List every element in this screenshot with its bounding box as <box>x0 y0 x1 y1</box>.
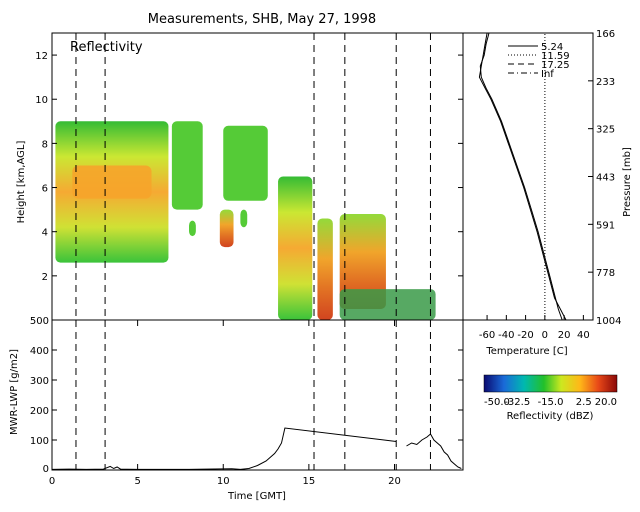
legend-label: 11.59 <box>541 51 570 62</box>
y-tick-label: 2 <box>42 272 48 283</box>
y-tick-label: 778 <box>596 268 615 279</box>
lwp-event-lines <box>75 320 431 470</box>
y-tick-label: 4 <box>42 228 48 239</box>
y-tick-label: 233 <box>596 77 615 88</box>
y-tick-label: 443 <box>596 173 615 184</box>
sounding-line <box>478 32 567 321</box>
echo-region <box>339 214 386 309</box>
sounding-x-axis-label: Temperature [C] <box>485 346 567 357</box>
sounding-series <box>478 32 567 321</box>
lwp-panel: 0 100 200 300 400 500 0 5 10 15 20 MWR-LWP [g/m2]… <box>9 316 464 502</box>
lwp-y-ticks: 0 100 200 300 400 500 <box>30 316 463 475</box>
y-tick-label: 8 <box>42 139 48 150</box>
y-tick-label: 12 <box>35 51 48 62</box>
y-tick-label: 400 <box>30 346 49 357</box>
echo-region <box>171 121 203 210</box>
lwp-line <box>406 433 462 469</box>
reflectivity-y-ticks: 2 4 6 8 10 12 <box>35 51 463 283</box>
x-tick-label: -20 <box>517 330 533 341</box>
lwp-line <box>51 427 397 470</box>
x-tick-label: -40 <box>498 330 514 341</box>
colorbar-label: Reflectivity (dBZ) <box>507 411 594 422</box>
x-tick-label: 40 <box>577 330 590 341</box>
y-tick-label: 10 <box>35 95 48 106</box>
echo-region <box>223 125 268 201</box>
sounding-line <box>479 32 563 321</box>
reflectivity-echoes <box>55 121 436 320</box>
legend-label: Inf <box>541 69 554 80</box>
echo-region <box>219 209 234 248</box>
lwp-frame <box>51 319 464 471</box>
sounding-x-ticks: -60 -40 -20 0 20 40 <box>479 315 590 341</box>
sounding-frame <box>462 32 594 321</box>
y-tick-label: 325 <box>596 125 615 136</box>
y-tick-label: 166 <box>596 29 615 40</box>
y-tick-label: 591 <box>596 220 615 231</box>
colorbar-ramp <box>483 374 618 393</box>
y-tick-label: 200 <box>30 406 49 417</box>
x-tick-label: 0 <box>49 476 55 487</box>
colorbar-tick-label: 2.5 <box>576 397 592 408</box>
sounding-y-ticks: 166 233 325 443 591 778 1004 <box>588 29 621 327</box>
y-tick-label: 500 <box>30 316 49 327</box>
y-tick-label: 6 <box>42 184 48 195</box>
colorbar-tick-label: -32.5 <box>504 397 530 408</box>
colorbar-tick-label: 20.0 <box>595 397 617 408</box>
colorbar-tick-label: -15.0 <box>538 397 564 408</box>
echo-region <box>189 220 196 237</box>
y-tick-label: 300 <box>30 376 49 387</box>
x-tick-label: 0 <box>542 330 548 341</box>
reflectivity-panel: Reflectivity Height [km,AGL] 2 4 6 8 10 12 <box>16 32 464 321</box>
legend-label: 5.24 <box>541 42 563 53</box>
lwp-x-ticks: 0 5 10 15 20 <box>49 320 401 487</box>
x-tick-label: 10 <box>217 476 230 487</box>
sounding-y-axis-label: Pressure [mb] <box>622 147 633 217</box>
y-tick-label: 100 <box>30 436 49 447</box>
echo-core <box>72 165 152 199</box>
echo-region <box>240 209 248 228</box>
y-tick-label: 0 <box>43 464 49 475</box>
figure-title: Measurements, SHB, May 27, 1998 <box>148 12 376 27</box>
colorbar-tick-label: -50.0 <box>484 397 510 408</box>
lwp-series <box>51 427 462 470</box>
x-tick-label: 15 <box>303 476 316 487</box>
echo-region <box>278 176 313 320</box>
x-tick-label: 20 <box>558 330 571 341</box>
echo-region <box>317 218 333 320</box>
legend-label: 17.25 <box>541 60 570 71</box>
lwp-y-axis-label: MWR-LWP [g/m2] <box>9 349 20 435</box>
reflectivity-panel-title: Reflectivity <box>70 40 143 55</box>
y-tick-label: 1004 <box>596 316 621 327</box>
x-tick-label: -60 <box>479 330 495 341</box>
x-tick-label: 20 <box>388 476 401 487</box>
sounding-panel: -60 -40 -20 0 20 40 166 233 325 443 591 778 1004 5.… <box>462 29 633 357</box>
echo-region <box>339 289 436 320</box>
x-tick-label: 5 <box>134 476 140 487</box>
reflectivity-y-axis-label: Height [km,AGL] <box>16 141 27 224</box>
colorbar: -50.0-32.5 -15.0 2.5 20.0 Reflectivity (dBZ… <box>483 374 618 422</box>
colorbar-ticks: -50.0-32.5 -15.0 2.5 20.0 <box>484 397 617 408</box>
lwp-x-axis-label: Time [GMT] <box>227 491 286 502</box>
